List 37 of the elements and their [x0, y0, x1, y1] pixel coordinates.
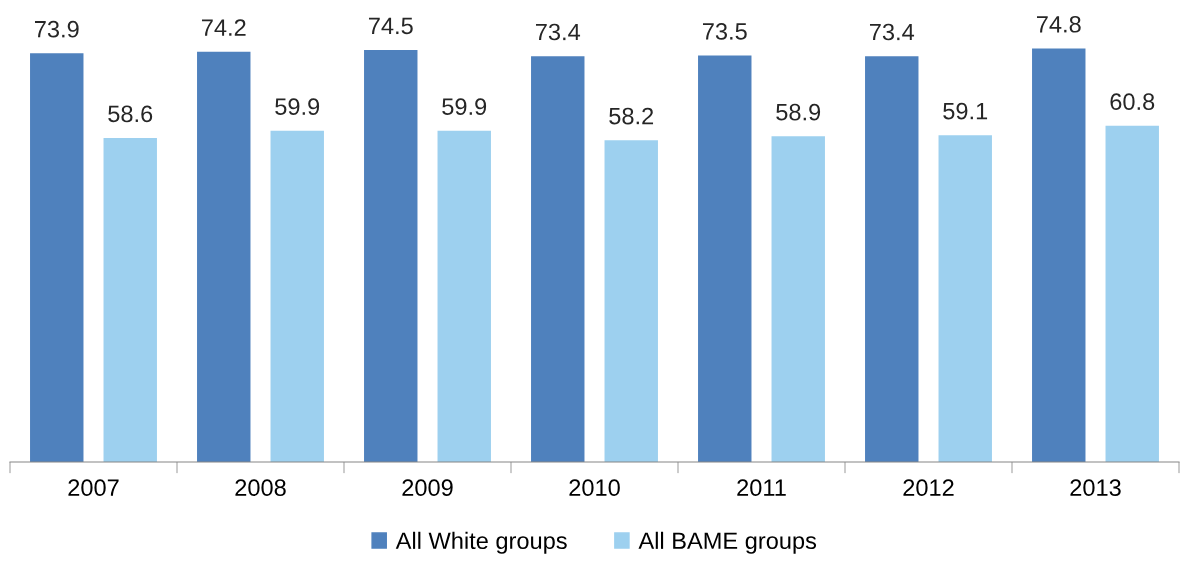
- data-label: 74.5: [369, 17, 413, 35]
- bar: [30, 53, 84, 462]
- legend-label: All BAME groups: [638, 531, 817, 554]
- x-tick-label: 2008: [235, 479, 286, 497]
- x-tick-label: 2007: [68, 479, 119, 497]
- data-label: 74.8: [1037, 15, 1081, 33]
- bar: [437, 130, 491, 462]
- data-label: 73.5: [703, 23, 747, 40]
- bar: [531, 56, 585, 462]
- data-label: 73.4: [536, 23, 581, 41]
- data-label: 58.9: [776, 103, 821, 121]
- bar: [1032, 48, 1086, 462]
- data-label: 58.6: [108, 105, 153, 123]
- x-tick-label: 2013: [1070, 479, 1121, 497]
- bar: [364, 50, 418, 462]
- bar: [103, 137, 157, 462]
- data-label: 73.9: [35, 20, 79, 38]
- bar: [1105, 125, 1159, 462]
- bar: [865, 56, 919, 462]
- x-tick-label: 2010: [569, 479, 620, 497]
- data-label: 59.1: [943, 102, 988, 120]
- data-label: 73.4: [870, 23, 915, 41]
- bar: [938, 135, 992, 462]
- bar: [197, 51, 251, 462]
- legend-label: All White groups: [395, 531, 567, 554]
- data-label: 59.9: [442, 98, 487, 115]
- bar: [771, 136, 825, 462]
- data-label: 59.9: [275, 98, 320, 115]
- bar: [698, 55, 752, 462]
- x-tick-label: 2011: [737, 479, 786, 497]
- x-tick-label: 2009: [402, 479, 453, 497]
- data-label: 58.2: [609, 107, 654, 125]
- data-label: 60.8: [1110, 93, 1155, 111]
- x-tick-label: 2012: [903, 479, 954, 497]
- bar: [270, 130, 324, 462]
- bar: [604, 140, 658, 462]
- data-label: 74.2: [202, 19, 246, 36]
